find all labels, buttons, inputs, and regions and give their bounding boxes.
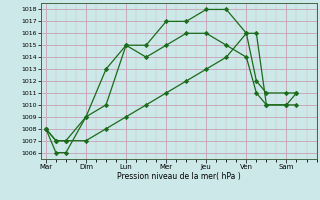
X-axis label: Pression niveau de la mer( hPa ): Pression niveau de la mer( hPa ): [117, 172, 241, 181]
